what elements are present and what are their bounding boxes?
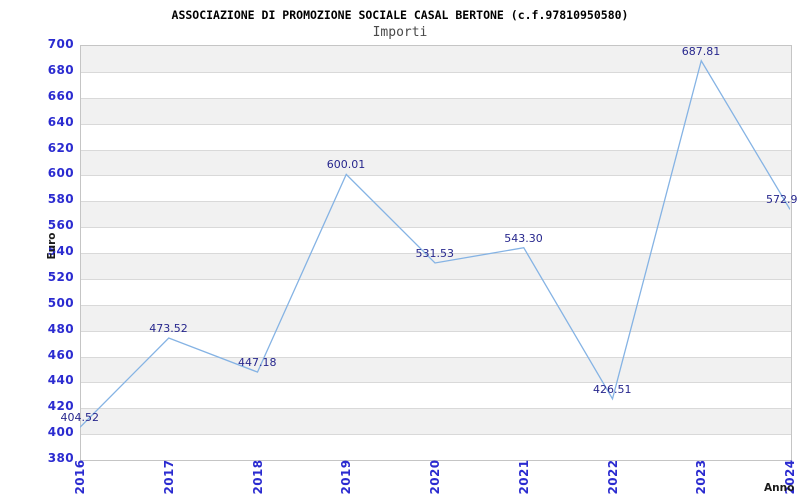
x-tick-label: 2022 bbox=[605, 459, 620, 495]
grid-band bbox=[81, 382, 791, 409]
grid-band bbox=[81, 97, 791, 124]
x-tick-label: 2017 bbox=[161, 459, 176, 495]
x-tick-label: 2021 bbox=[516, 459, 531, 495]
chart-subtitle: Importi bbox=[372, 25, 428, 40]
x-tick-label: 2020 bbox=[428, 459, 442, 495]
y-tick-label: 540 bbox=[47, 244, 74, 258]
data-label: 687.81 bbox=[681, 44, 721, 58]
grid-band bbox=[81, 123, 791, 150]
y-tick-label: 640 bbox=[47, 114, 74, 129]
data-label: 531.53 bbox=[415, 246, 455, 260]
grid-band bbox=[81, 227, 791, 253]
data-label: 600.01 bbox=[326, 158, 366, 172]
y-axis-title: Euro bbox=[46, 232, 58, 260]
line-series-svg bbox=[80, 59, 790, 428]
x-axis-title: Anno bbox=[764, 482, 795, 494]
y-tick-label: 520 bbox=[47, 269, 74, 284]
data-label: 473.52 bbox=[149, 322, 188, 335]
data-label: 447.18 bbox=[238, 356, 277, 370]
x-tick-label: 2019 bbox=[339, 459, 354, 495]
y-tick-label: 460 bbox=[47, 347, 74, 362]
grid-band bbox=[81, 46, 791, 72]
y-tick-label: 680 bbox=[47, 62, 74, 77]
y-tick-label: 440 bbox=[47, 373, 74, 388]
grid-band bbox=[81, 278, 791, 305]
y-tick-label: 480 bbox=[47, 321, 74, 336]
y-tick-label: 380 bbox=[47, 451, 74, 465]
y-tick-label: 660 bbox=[47, 88, 74, 103]
series-polyline bbox=[80, 59, 790, 428]
y-tick-label: 600 bbox=[47, 166, 74, 181]
grid-band bbox=[81, 330, 791, 357]
grid-band bbox=[81, 71, 791, 98]
grid-band bbox=[81, 434, 791, 460]
data-label: 426.51 bbox=[593, 382, 632, 396]
grid-band bbox=[81, 304, 791, 331]
y-tick-label: 700 bbox=[47, 37, 74, 51]
chart-title: ASSOCIAZIONE DI PROMOZIONE SOCIALE CASAL… bbox=[171, 8, 629, 22]
plot-area bbox=[80, 45, 792, 461]
y-tick-label: 420 bbox=[47, 399, 74, 414]
data-label: 572.9 bbox=[766, 193, 798, 207]
grid-band bbox=[81, 253, 791, 279]
y-tick-label: 580 bbox=[47, 192, 74, 207]
y-tick-label: 560 bbox=[47, 218, 74, 233]
y-tick-label: 400 bbox=[47, 425, 74, 440]
y-tick-label: 500 bbox=[47, 295, 74, 310]
x-tick-label: 2023 bbox=[694, 459, 709, 495]
data-label: 543.30 bbox=[504, 231, 543, 245]
x-tick-label: 2016 bbox=[73, 459, 87, 495]
grid-band bbox=[81, 149, 791, 176]
grid-band bbox=[81, 356, 791, 383]
y-tick-label: 620 bbox=[47, 140, 74, 155]
grid-band bbox=[81, 408, 791, 435]
grid-band bbox=[81, 175, 791, 202]
x-tick-label: 2018 bbox=[250, 459, 265, 495]
grid-band bbox=[81, 201, 791, 228]
data-label: 404.52 bbox=[60, 411, 100, 425]
